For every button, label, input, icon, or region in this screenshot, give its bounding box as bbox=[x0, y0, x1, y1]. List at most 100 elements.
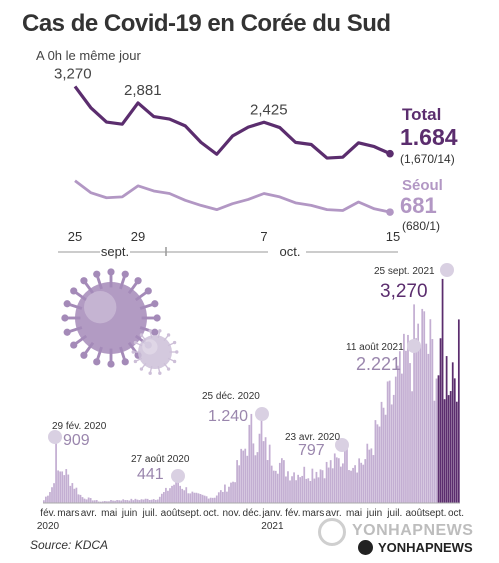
bar bbox=[270, 465, 273, 503]
bar bbox=[219, 490, 222, 503]
annotation-marker bbox=[440, 263, 454, 277]
bar bbox=[386, 381, 389, 503]
bar bbox=[276, 473, 279, 503]
bar bbox=[136, 499, 139, 503]
bar bbox=[346, 448, 348, 503]
bar bbox=[128, 500, 131, 503]
bar bbox=[183, 490, 186, 503]
bar bbox=[392, 394, 395, 503]
bar bbox=[435, 378, 438, 503]
bar bbox=[337, 458, 340, 503]
bar bbox=[380, 401, 383, 503]
bar bbox=[89, 498, 92, 503]
bar bbox=[211, 497, 214, 503]
series-end-dot-seoul bbox=[386, 208, 394, 216]
bar bbox=[439, 338, 442, 503]
bar bbox=[254, 455, 257, 503]
bar bbox=[45, 496, 47, 503]
x-tick-label: juin bbox=[366, 508, 383, 519]
bar bbox=[215, 495, 218, 503]
bar bbox=[405, 350, 407, 503]
bar bbox=[116, 500, 118, 503]
bar bbox=[130, 498, 133, 503]
bar bbox=[360, 462, 363, 503]
x-tick-label: août bbox=[161, 508, 181, 519]
annotation-marker bbox=[171, 469, 185, 483]
legend-seoul-value: 681 bbox=[400, 193, 437, 218]
x-tick-label: avr. bbox=[326, 508, 342, 519]
virus-illustration-small-icon bbox=[131, 329, 179, 375]
bar bbox=[313, 478, 316, 503]
watermark-logo-icon bbox=[318, 518, 346, 546]
bar bbox=[97, 501, 100, 503]
bar bbox=[146, 498, 149, 503]
bar bbox=[372, 455, 375, 503]
bar bbox=[67, 474, 70, 503]
annotation-date: 23 avr. 2020 bbox=[285, 432, 340, 443]
watermark-text-small: YONHAPNEWS bbox=[378, 540, 473, 555]
bar bbox=[384, 414, 387, 503]
series-end-dot-total bbox=[386, 149, 394, 158]
bar bbox=[331, 468, 334, 503]
bar bbox=[321, 470, 324, 503]
bar bbox=[366, 443, 369, 503]
bar bbox=[187, 493, 190, 503]
bar bbox=[445, 356, 448, 503]
bar bbox=[207, 498, 210, 503]
bar bbox=[305, 478, 308, 503]
bar bbox=[289, 480, 291, 503]
bar bbox=[457, 319, 460, 503]
bar bbox=[307, 478, 310, 503]
bar bbox=[264, 437, 267, 503]
bar bbox=[152, 499, 155, 503]
bar bbox=[138, 500, 141, 503]
annotation-value: 2.221 bbox=[356, 354, 401, 374]
bar bbox=[280, 458, 283, 503]
bar bbox=[417, 323, 420, 503]
bar bbox=[283, 460, 285, 503]
bar bbox=[370, 448, 373, 503]
x-group-label: oct. bbox=[280, 244, 301, 259]
bar bbox=[299, 477, 302, 503]
bar bbox=[376, 424, 379, 503]
bar bbox=[57, 470, 59, 503]
bar bbox=[433, 400, 436, 503]
bar bbox=[169, 488, 171, 503]
annotation-date: 25 déc. 2020 bbox=[202, 391, 260, 402]
bar bbox=[104, 501, 106, 503]
bar bbox=[79, 494, 82, 503]
bar bbox=[81, 497, 84, 503]
bar bbox=[217, 492, 220, 503]
x-tick-label: fév. bbox=[40, 508, 55, 519]
bar bbox=[240, 448, 243, 503]
x-tick-label: mars bbox=[57, 508, 79, 519]
bar bbox=[325, 461, 328, 503]
bar bbox=[112, 500, 114, 503]
x-tick-label: mars bbox=[302, 508, 324, 519]
bar bbox=[301, 475, 304, 503]
bar bbox=[228, 486, 230, 503]
annotation-marker bbox=[335, 438, 349, 452]
x-tick-label: 25 bbox=[68, 229, 82, 244]
bar bbox=[260, 418, 263, 503]
bar bbox=[124, 500, 127, 503]
bar bbox=[285, 476, 287, 503]
bar bbox=[394, 376, 397, 503]
bar bbox=[358, 458, 361, 503]
bar bbox=[451, 362, 454, 503]
bar bbox=[154, 499, 157, 503]
page-subtitle: A 0h le même jour bbox=[36, 48, 141, 63]
bar bbox=[297, 474, 300, 503]
annotation-marker bbox=[407, 339, 421, 353]
bar bbox=[268, 444, 271, 503]
bar bbox=[232, 481, 234, 503]
bar bbox=[156, 499, 159, 503]
bar bbox=[224, 484, 226, 503]
x-tick-label: oct. bbox=[448, 508, 464, 519]
bar bbox=[388, 380, 391, 503]
series-line-seoul bbox=[74, 179, 391, 214]
bar bbox=[61, 471, 64, 503]
watermark-logo-small-icon bbox=[358, 540, 373, 555]
